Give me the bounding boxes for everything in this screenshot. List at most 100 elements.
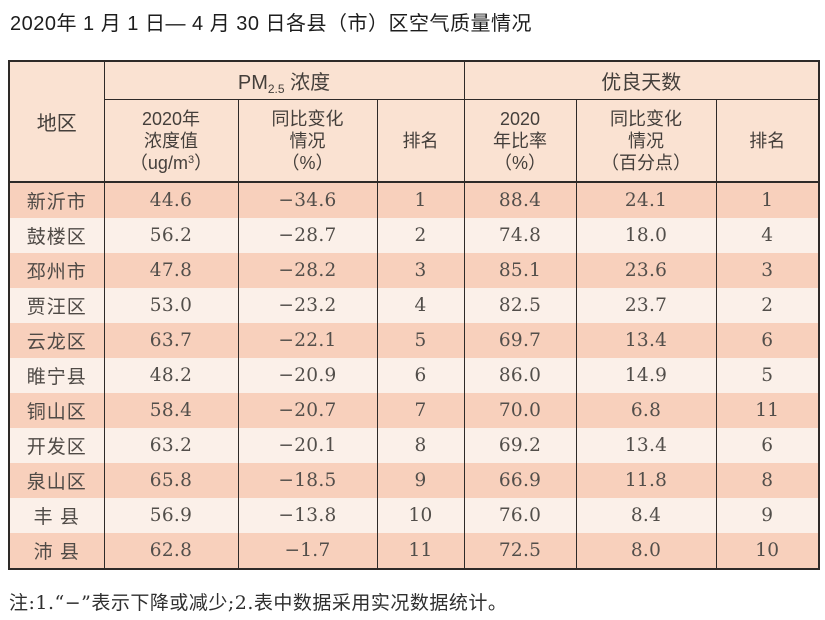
header-pm-rank: 排名 [376, 99, 465, 182]
cell-gd-ratio: 69.7 [463, 323, 577, 358]
cell-gd-rank: 9 [715, 498, 820, 533]
cell-gd-change: 14.9 [575, 358, 717, 393]
cell-gd-rank: 6 [715, 428, 820, 463]
cell-region: 睢宁县 [8, 358, 105, 393]
cell-gd-change: 13.4 [575, 323, 717, 358]
table-row: 鼓楼区 56.2 −28.7 2 74.8 18.0 4 [8, 218, 820, 253]
cell-region: 新沂市 [8, 182, 105, 218]
cell-pm-rank: 11 [376, 533, 465, 569]
header-gd-change: 同比变化 情况 （百分点） [575, 99, 717, 182]
cell-pm-rank: 8 [376, 428, 465, 463]
cell-gd-ratio: 86.0 [463, 358, 577, 393]
cell-gd-rank: 11 [715, 393, 820, 428]
cell-pm-rank: 5 [376, 323, 465, 358]
cell-pm-rank: 3 [376, 253, 465, 288]
table-row: 丰 县 56.9 −13.8 10 76.0 8.4 9 [8, 498, 820, 533]
cell-gd-rank: 2 [715, 288, 820, 323]
pm-value-line1: 2020年 [141, 108, 201, 129]
cell-pm-value: 56.9 [103, 498, 239, 533]
cell-gd-ratio: 76.0 [463, 498, 577, 533]
cell-pm-change: −1.7 [237, 533, 378, 569]
pm-value-unit-close: ） [194, 152, 213, 173]
cell-region: 铜山区 [8, 393, 105, 428]
cell-gd-change: 18.0 [575, 218, 717, 253]
cell-pm-value: 44.6 [103, 182, 239, 218]
header-good-days-group: 优良天数 [463, 61, 820, 100]
cell-region: 开发区 [8, 428, 105, 463]
cell-gd-rank: 3 [715, 253, 820, 288]
cell-pm-rank: 9 [376, 463, 465, 498]
pm25-label-subscript: 2.5 [267, 82, 285, 96]
table-row: 开发区 63.2 −20.1 8 69.2 13.4 6 [8, 428, 820, 463]
cell-gd-change: 11.8 [575, 463, 717, 498]
cell-gd-rank: 10 [715, 533, 820, 569]
cell-pm-rank: 10 [376, 498, 465, 533]
table-row: 新沂市 44.6 −34.6 1 88.4 24.1 1 [8, 182, 820, 218]
cell-pm-change: −23.2 [237, 288, 378, 323]
cell-pm-change: −20.9 [237, 358, 378, 393]
cell-gd-change: 24.1 [575, 182, 717, 218]
table-row: 铜山区 58.4 −20.7 7 70.0 6.8 11 [8, 393, 820, 428]
cell-region: 邳州市 [8, 253, 105, 288]
cell-pm-change: −28.7 [237, 218, 378, 253]
cell-gd-ratio: 85.1 [463, 253, 577, 288]
table-row: 云龙区 63.7 −22.1 5 69.7 13.4 6 [8, 323, 820, 358]
pm-value-unit: （ug/m [129, 152, 188, 173]
cell-gd-rank: 4 [715, 218, 820, 253]
table-row: 贾汪区 53.0 −23.2 4 82.5 23.7 2 [8, 288, 820, 323]
cell-pm-value: 65.8 [103, 463, 239, 498]
cell-gd-rank: 8 [715, 463, 820, 498]
cell-gd-change: 8.0 [575, 533, 717, 569]
cell-pm-rank: 2 [376, 218, 465, 253]
cell-gd-rank: 6 [715, 323, 820, 358]
cell-gd-ratio: 70.0 [463, 393, 577, 428]
cell-pm-value: 48.2 [103, 358, 239, 393]
cell-pm-value: 53.0 [103, 288, 239, 323]
cell-region: 泉山区 [8, 463, 105, 498]
pm-value-line2: 浓度值 [144, 130, 198, 151]
cell-pm-rank: 6 [376, 358, 465, 393]
header-group-row: 地区 PM2.5 浓度 优良天数 [8, 61, 820, 182]
cell-gd-ratio: 66.9 [463, 463, 577, 498]
table-body: 新沂市 44.6 −34.6 1 88.4 24.1 1 鼓楼区 56.2 −2… [8, 182, 820, 569]
cell-pm-value: 63.2 [103, 428, 239, 463]
cell-pm-change: −28.2 [237, 253, 378, 288]
cell-gd-change: 23.6 [575, 253, 717, 288]
cell-pm-value: 47.8 [103, 253, 239, 288]
header-region: 地区 [8, 61, 105, 182]
cell-gd-rank: 1 [715, 182, 820, 218]
header-pm-change: 同比变化 情况 （%） [237, 99, 378, 182]
cell-pm-change: −22.1 [237, 323, 378, 358]
cell-region: 云龙区 [8, 323, 105, 358]
cell-pm-value: 63.7 [103, 323, 239, 358]
cell-pm-rank: 1 [376, 182, 465, 218]
cell-region: 贾汪区 [8, 288, 105, 323]
table-row: 泉山区 65.8 −18.5 9 66.9 11.8 8 [8, 463, 820, 498]
cell-pm-rank: 7 [376, 393, 465, 428]
cell-gd-ratio: 74.8 [463, 218, 577, 253]
cell-gd-change: 23.7 [575, 288, 717, 323]
cell-gd-ratio: 82.5 [463, 288, 577, 323]
table-row: 沛 县 62.8 −1.7 11 72.5 8.0 10 [8, 533, 820, 569]
cell-region: 鼓楼区 [8, 218, 105, 253]
table-row: 睢宁县 48.2 −20.9 6 86.0 14.9 5 [8, 358, 820, 393]
table-header: 地区 PM2.5 浓度 优良天数 2020年 浓度值 （ug/m3） 同比变化 情况… [8, 61, 820, 182]
cell-pm-change: −18.5 [237, 463, 378, 498]
air-quality-table: 地区 PM2.5 浓度 优良天数 2020年 浓度值 （ug/m3） 同比变化 情况… [8, 60, 821, 570]
page-title: 2020年 1 月 1 日— 4 月 30 日各县（市）区空气质量情况 [10, 13, 533, 35]
cell-gd-ratio: 72.5 [463, 533, 577, 569]
cell-pm-change: −20.1 [237, 428, 378, 463]
cell-pm-value: 58.4 [103, 393, 239, 428]
cell-gd-rank: 5 [715, 358, 820, 393]
cell-gd-change: 13.4 [575, 428, 717, 463]
footnote: 注:1.“−”表示下降或减少;2.表中数据采用实况数据统计。 [9, 592, 508, 614]
cell-region: 丰 县 [8, 498, 105, 533]
cell-pm-change: −20.7 [237, 393, 378, 428]
header-gd-ratio: 2020 年比率 （%） [463, 99, 577, 182]
header-pm-value: 2020年 浓度值 （ug/m3） [103, 99, 239, 182]
cell-pm-rank: 4 [376, 288, 465, 323]
cell-pm-change: −34.6 [237, 182, 378, 218]
header-gd-rank: 排名 [715, 99, 820, 182]
cell-gd-ratio: 69.2 [463, 428, 577, 463]
cell-pm-value: 62.8 [103, 533, 239, 569]
